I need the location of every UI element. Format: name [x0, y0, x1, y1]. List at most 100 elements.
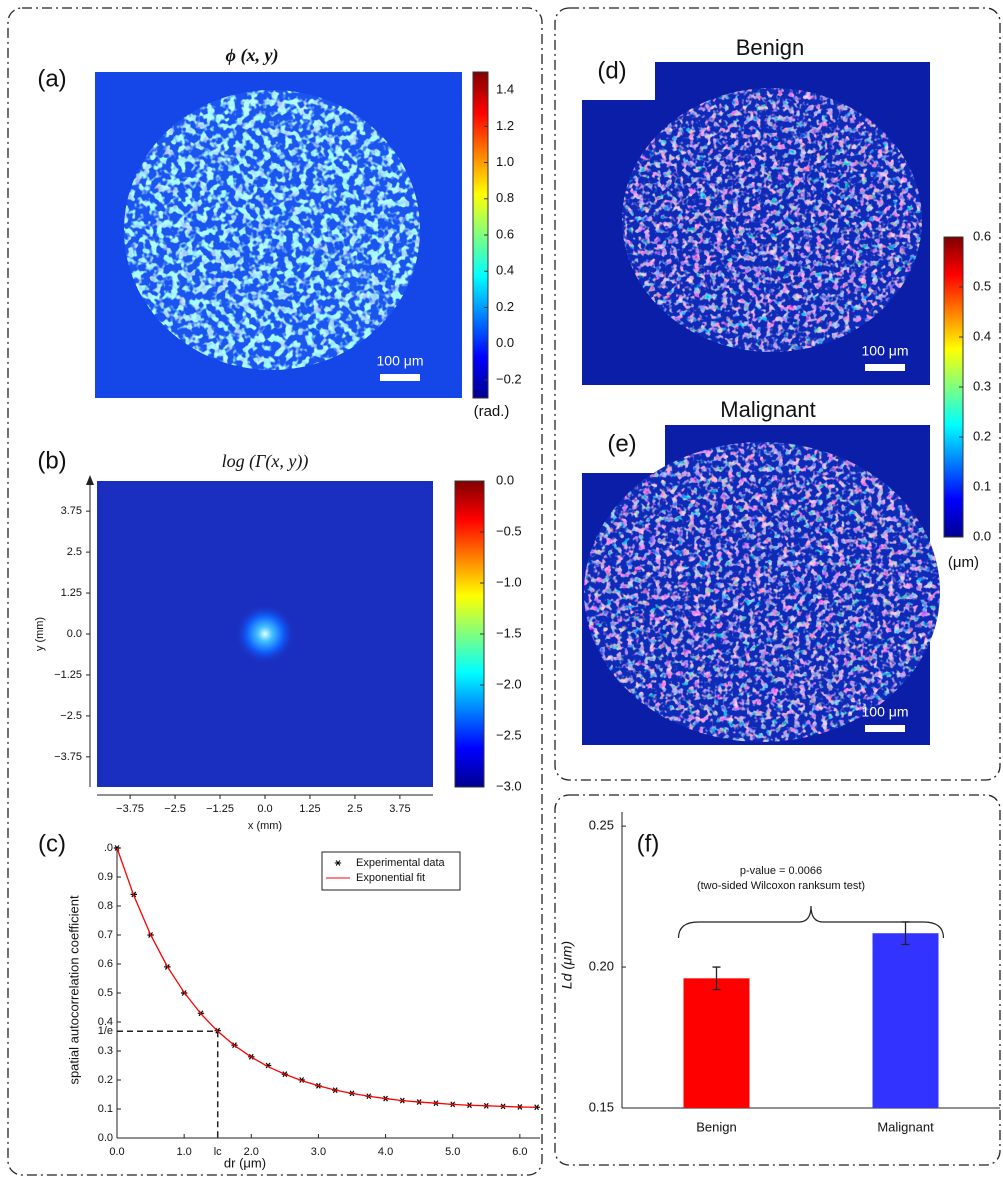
x-tick-label: 3.75: [389, 803, 410, 815]
x-tick-label: 5.0: [445, 1146, 460, 1158]
x-tick-label: Malignant: [877, 1119, 934, 1134]
colorbar-tick-label: 0.3: [973, 378, 991, 393]
annotation: p-value = 0.0066: [740, 865, 822, 877]
colorbar-tick-label: 0.2: [496, 299, 514, 314]
x-tick-label: 1.25: [299, 803, 320, 815]
colorbar-tick-label: −1.0: [496, 574, 522, 589]
colorbar-unit: (rad.): [474, 403, 510, 420]
panel-frame: [7, 7, 543, 1176]
colorbar-tick-label: −0.2: [496, 371, 522, 386]
panel-label: (f): [637, 830, 660, 857]
y-tick-label: 0.8: [98, 900, 113, 912]
legend-label: Exponential fit: [356, 872, 425, 884]
y-axis-arrow: [86, 475, 94, 485]
y-tick-label: 0.1: [98, 1103, 113, 1115]
significance-brace: [677, 905, 945, 939]
y-tick-label: 0.0: [67, 628, 82, 640]
y-tick-label: 0.2: [98, 1074, 113, 1086]
x-tick-label: −1.25: [206, 803, 234, 815]
y-tick-label: 2.5: [67, 546, 82, 558]
x-tick-label: 0.0: [257, 803, 272, 815]
panel-title: Malignant: [720, 397, 815, 422]
x-axis-label: dr (μm): [224, 1155, 266, 1170]
colorbar-tick-label: 0.6: [973, 228, 991, 243]
colorbar-unit: (μm): [948, 554, 979, 571]
bar: [683, 978, 750, 1108]
x-tick-label: 1.0: [176, 1146, 191, 1158]
scalebar: [380, 374, 420, 381]
panel-label: (d): [597, 57, 626, 84]
x-tick-label: 2.0: [244, 1146, 259, 1158]
fit-line: [116, 847, 537, 1108]
x-axis-label: x (mm): [248, 820, 282, 832]
image-notch: [582, 425, 665, 473]
y-tick-label: 0.15: [589, 1099, 614, 1114]
panel-label: (a): [37, 65, 66, 92]
x-tick-label: 2.5: [347, 803, 362, 815]
y-tick-label: 0.5: [98, 987, 113, 999]
legend-marker: [334, 860, 342, 866]
tissue-texture: [124, 90, 420, 370]
heatmap-peak: [235, 604, 295, 664]
colorbar: [454, 480, 485, 788]
scalebar-label: 100 μm: [377, 353, 424, 369]
panel-label: (e): [607, 430, 636, 457]
panel-label: (c): [38, 830, 66, 857]
y-tick-label: 0.7: [98, 929, 113, 941]
colorbar-tick-label: 0.2: [973, 428, 991, 443]
scalebar: [865, 364, 905, 371]
tissue-texture: [622, 88, 922, 352]
x-tick-label: −3.75: [116, 803, 144, 815]
colorbar-tick-label: 0.4: [496, 263, 514, 278]
annotation: (two-sided Wilcoxon ranksum test): [697, 880, 865, 892]
x-tick-label: 6.0: [512, 1146, 527, 1158]
y-axis-label: y (mm): [34, 617, 46, 651]
y-tick-label: 0.6: [98, 958, 113, 970]
y-tick-label: −1.25: [54, 669, 82, 681]
x-tick-label: 0.0: [109, 1146, 124, 1158]
x-tick-label: lc: [214, 1146, 222, 1158]
colorbar-tick-label: 1.0: [496, 154, 514, 169]
tissue-texture: [584, 442, 940, 742]
y-tick-label: .0: [104, 842, 113, 854]
y-axis-label: Ld (μm): [559, 941, 575, 989]
y-tick-label: 0.0: [98, 1132, 113, 1144]
scalebar-label: 100 μm: [862, 704, 909, 720]
y-tick-label: 3.75: [61, 505, 82, 517]
y-tick-label: 1/e: [98, 1025, 113, 1037]
panel-label: (b): [37, 447, 66, 474]
colorbar-tick-label: 0.0: [973, 528, 991, 543]
colorbar-tick-label: −3.0: [496, 778, 522, 793]
y-tick-label: 0.25: [589, 818, 614, 833]
y-tick-label: −2.5: [60, 710, 82, 722]
legend-box: [321, 851, 461, 891]
colorbar-tick-label: 1.4: [496, 82, 514, 97]
error-bar: [712, 966, 721, 991]
legend-label: Experimental data: [356, 857, 446, 869]
colorbar-tick-label: 0.5: [973, 278, 991, 293]
panel-title: log (Γ(x, y)): [222, 451, 309, 472]
colorbar-tick-label: 0.4: [973, 328, 991, 343]
panel-frame: [554, 794, 1001, 1166]
x-tick-label: 3.0: [311, 1146, 326, 1158]
colorbar-tick-label: 1.2: [496, 118, 514, 133]
colorbar-tick-label: 0.0: [496, 472, 514, 487]
y-tick-label: 0.9: [98, 871, 113, 883]
panel-title: ϕ (x, y): [226, 45, 279, 66]
y-tick-label: 0.20: [589, 958, 614, 973]
panel-title: Benign: [736, 35, 805, 60]
colorbar-tick-label: −2.0: [496, 676, 522, 691]
colorbar-tick-label: 0.6: [496, 226, 514, 241]
y-tick-label: 1.25: [61, 587, 82, 599]
bar: [872, 933, 939, 1108]
colorbar-tick-label: −2.5: [496, 727, 522, 742]
y-tick-label: 0.4: [98, 1016, 113, 1028]
colorbar-tick-label: 0.1: [973, 478, 991, 493]
y-axis-label: spatial autocorrelation coefficient: [66, 895, 81, 1084]
scalebar: [865, 725, 905, 732]
y-tick-label: 0.3: [98, 1045, 113, 1057]
panel-frame: [554, 7, 1001, 781]
image-notch: [582, 62, 655, 100]
colorbar-tick-label: 0.8: [496, 190, 514, 205]
